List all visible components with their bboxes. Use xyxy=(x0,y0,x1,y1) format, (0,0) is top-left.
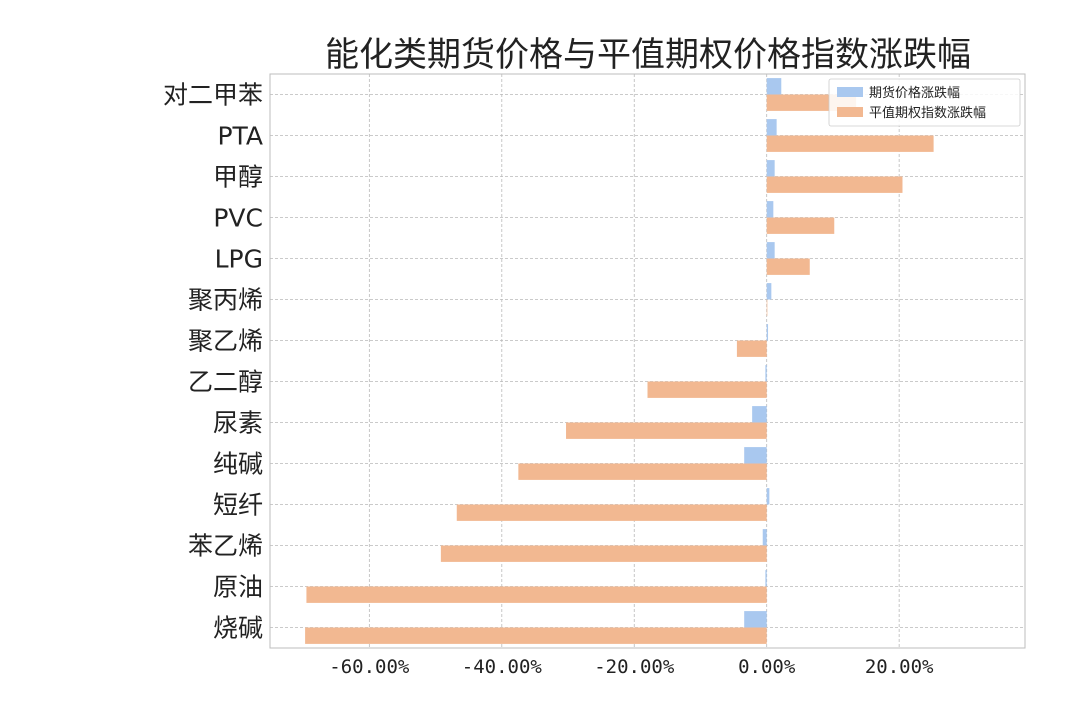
bar-futures-6 xyxy=(766,324,769,341)
category-label-1: PTA xyxy=(217,122,263,151)
chart-title: 能化类期货价格与平值期权价格指数涨跌幅 xyxy=(325,35,971,75)
x-tick-labels: -60.00% -40.00% -20.00% 0.00% 20.00% xyxy=(329,656,934,678)
bars xyxy=(305,78,934,644)
legend: 期货价格涨跌幅 平值期权指数涨跌幅 xyxy=(828,78,1021,127)
x-tick-label-2: -20.00% xyxy=(594,656,675,678)
bar-futures-2 xyxy=(766,160,775,177)
legend-box xyxy=(828,78,1021,127)
category-label-12: 原油 xyxy=(213,573,263,602)
bar-options-12 xyxy=(306,586,767,603)
bar-futures-5 xyxy=(766,283,772,300)
category-label-10: 短纤 xyxy=(213,491,263,520)
bar-futures-7 xyxy=(765,365,767,382)
bar-options-9 xyxy=(518,463,767,480)
category-label-11: 苯乙烯 xyxy=(188,532,263,561)
plot-frame xyxy=(269,73,1026,649)
category-label-5: 聚丙烯 xyxy=(188,286,263,315)
bar-futures-4 xyxy=(766,242,775,259)
legend-label-options: 平值期权指数涨跌幅 xyxy=(869,105,986,121)
bar-options-2 xyxy=(766,176,903,193)
bar-options-6 xyxy=(736,340,767,357)
bar-futures-10 xyxy=(766,488,770,505)
bar-options-7 xyxy=(647,381,767,398)
bar-futures-1 xyxy=(766,119,777,136)
category-label-4: LPG xyxy=(215,245,263,274)
category-label-7: 乙二醇 xyxy=(188,368,263,397)
bar-futures-0 xyxy=(766,78,782,95)
bar-options-4 xyxy=(766,258,810,275)
category-label-2: 甲醇 xyxy=(213,163,263,192)
bar-options-13 xyxy=(305,627,767,644)
category-label-8: 尿素 xyxy=(213,409,263,438)
category-label-6: 聚乙烯 xyxy=(188,327,263,356)
x-tick-label-1: -40.00% xyxy=(462,656,543,678)
legend-label-futures: 期货价格涨跌幅 xyxy=(869,85,960,101)
bar-futures-9 xyxy=(744,447,767,464)
bar-options-8 xyxy=(566,422,767,439)
bar-options-5 xyxy=(766,299,768,316)
bar-futures-12 xyxy=(765,570,767,587)
bar-futures-3 xyxy=(766,201,774,218)
bar-options-10 xyxy=(456,504,767,521)
category-label-13: 烧碱 xyxy=(213,614,263,643)
legend-swatch-futures xyxy=(837,87,863,97)
category-label-0: 对二甲苯 xyxy=(163,81,263,110)
bar-futures-13 xyxy=(744,611,767,628)
bar-futures-8 xyxy=(752,406,767,423)
x-tick-label-3: 0.00% xyxy=(738,656,796,678)
category-label-9: 纯碱 xyxy=(213,450,263,479)
bar-options-11 xyxy=(440,545,767,562)
bar-options-1 xyxy=(766,135,934,152)
category-label-3: PVC xyxy=(213,204,263,233)
bar-options-3 xyxy=(766,217,835,234)
bar-futures-11 xyxy=(762,529,767,546)
legend-swatch-options xyxy=(837,107,863,117)
x-tick-label-4: 20.00% xyxy=(865,656,934,678)
x-tick-label-0: -60.00% xyxy=(329,656,410,678)
